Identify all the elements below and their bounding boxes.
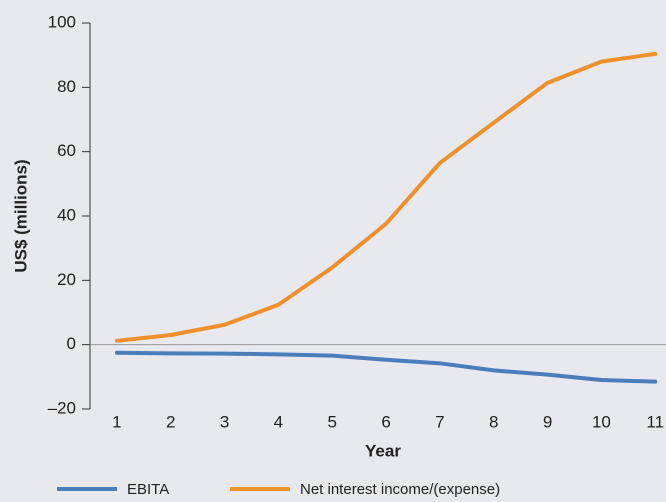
x-tick-label: 3: [220, 412, 229, 431]
x-tick-label: 11: [646, 412, 664, 431]
x-tick-label: 8: [489, 412, 498, 431]
y-tick-label: 40: [57, 205, 76, 224]
x-tick-label: 2: [166, 412, 175, 431]
y-tick-label: 60: [57, 141, 76, 160]
x-tick-label: 4: [274, 412, 283, 431]
y-tick-label: 20: [57, 270, 76, 289]
x-axis-label: Year: [365, 441, 401, 460]
y-axis-label: US$ (millions): [11, 159, 30, 272]
x-tick-label: 5: [328, 412, 337, 431]
x-tick-label: 7: [435, 412, 444, 431]
legend-label: EBITA: [127, 481, 169, 498]
x-tick-label: 10: [592, 412, 611, 431]
legend-label: Net interest income/(expense): [300, 481, 500, 498]
y-tick-label: 0: [67, 334, 76, 353]
y-tick-label: 100: [48, 12, 76, 31]
x-tick-label: 1: [112, 412, 121, 431]
x-tick-label: 6: [381, 412, 390, 431]
series-line: [114, 350, 658, 384]
x-tick-label: 9: [543, 412, 552, 431]
series-line: [114, 51, 658, 343]
y-tick-label: –20: [48, 398, 76, 417]
y-tick-label: 80: [57, 77, 76, 96]
